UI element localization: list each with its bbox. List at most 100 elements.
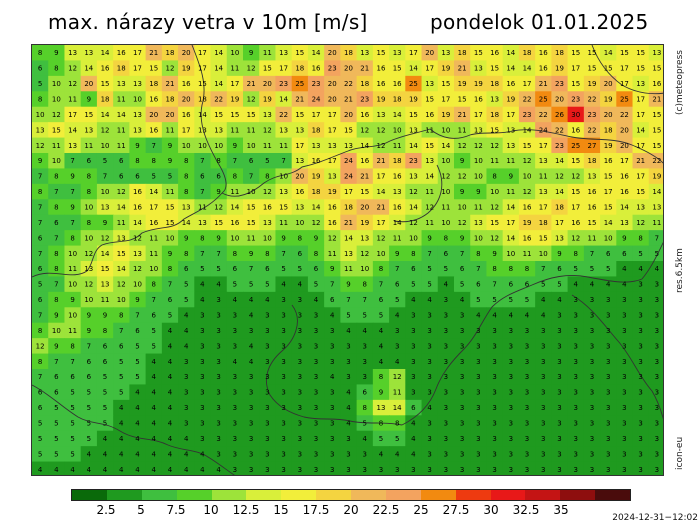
wind-field-cell [567, 338, 585, 355]
gust-value-label: 3 [265, 389, 269, 397]
gust-value-label: 10 [279, 173, 288, 181]
gust-value-label: 3 [216, 373, 220, 381]
wind-field-cell [129, 276, 147, 293]
gust-value-label: 14 [604, 49, 613, 57]
wind-field-cell [307, 168, 325, 185]
gust-value-label: 3 [655, 404, 659, 412]
gust-value-label: 14 [393, 111, 402, 119]
wind-field-cell [551, 91, 569, 108]
gust-value-label: 11 [425, 188, 434, 196]
gust-value-label: 15 [101, 265, 110, 273]
wind-field-cell [648, 276, 663, 293]
gust-value-label: 18 [101, 96, 110, 104]
gust-value-label: 3 [655, 389, 659, 397]
gust-value-label: 16 [506, 80, 515, 88]
gust-value-label: 4 [346, 420, 351, 428]
gust-value-label: 3 [395, 466, 399, 474]
gust-value-label: 3 [460, 342, 464, 350]
gust-value-label: 12 [360, 250, 369, 258]
wind-field-cell [518, 214, 536, 231]
wind-field-cell [113, 322, 130, 339]
gust-value-label: 17 [620, 80, 629, 88]
wind-field-cell [616, 261, 634, 278]
wind-field-cell [518, 384, 536, 401]
wind-field-cell [129, 230, 147, 247]
wind-field-cell [48, 322, 66, 339]
gust-value-label: 20 [344, 111, 353, 119]
wind-field-cell [454, 122, 471, 139]
wind-field-cell [551, 214, 569, 231]
wind-field-cell [437, 384, 455, 401]
wind-field-cell [470, 338, 488, 355]
wind-field-cell [96, 75, 114, 92]
gust-value-label: 4 [200, 450, 205, 458]
gust-value-label: 4 [151, 373, 156, 381]
wind-field-cell [518, 307, 536, 324]
wind-field-cell [421, 276, 439, 293]
gust-value-label: 3 [427, 312, 431, 320]
gust-value-label: 3 [281, 312, 285, 320]
gust-value-label: 4 [135, 389, 140, 397]
wind-field-cell [113, 45, 130, 62]
gust-value-label: 10 [133, 281, 142, 289]
gust-value-label: 5 [135, 342, 139, 350]
wind-field-cell [470, 214, 488, 231]
gust-value-label: 17 [604, 188, 613, 196]
gust-value-label: 3 [525, 373, 529, 381]
gust-value-label: 3 [200, 342, 204, 350]
color-scale-segment [385, 490, 421, 500]
gust-value-label: 3 [427, 358, 431, 366]
wind-field-cell [356, 291, 374, 308]
wind-field-cell [291, 214, 309, 231]
gust-value-label: 8 [298, 234, 302, 242]
gust-value-label: 9 [476, 188, 480, 196]
wind-field-cell [648, 261, 663, 278]
wind-field-cell [632, 338, 650, 355]
gust-value-label: 4 [590, 281, 595, 289]
wind-field-cell [80, 106, 98, 123]
wind-field-cell [535, 261, 552, 278]
wind-field-cell [48, 168, 66, 185]
wind-field-cell [389, 75, 406, 92]
wind-field-cell [80, 338, 98, 355]
wind-field-cell [64, 291, 82, 308]
wind-field-cell [113, 153, 130, 170]
wind-field-cell [80, 261, 98, 278]
gust-value-label: 12 [101, 234, 110, 242]
gust-value-label: 4 [573, 281, 578, 289]
gust-value-label: 15 [652, 65, 661, 73]
gust-value-label: 18 [117, 65, 126, 73]
wind-field-cell [421, 245, 439, 262]
gust-value-label: 19 [312, 173, 321, 181]
wind-field-cell [307, 137, 325, 154]
wind-field-cell [535, 183, 552, 200]
wind-field-cell [96, 307, 114, 324]
wind-field-cell [129, 122, 147, 139]
wind-field-cell [226, 353, 244, 370]
gust-value-label: 3 [216, 358, 220, 366]
gust-value-label: 3 [411, 312, 415, 320]
wind-field-cell [32, 60, 49, 77]
gust-value-label: 5 [151, 173, 155, 181]
wind-field-cell [405, 261, 423, 278]
gust-value-label: 3 [216, 435, 220, 443]
gust-value-label: 25 [295, 80, 304, 88]
wind-field-cell [259, 230, 277, 247]
wind-field-cell [129, 106, 147, 123]
gust-value-label: 13 [652, 49, 661, 57]
wind-field-cell [307, 91, 325, 108]
wind-field-cell [421, 322, 439, 339]
gust-value-label: 3 [216, 327, 220, 335]
wind-field-cell [80, 415, 98, 432]
gust-value-label: 5 [103, 373, 107, 381]
gust-value-label: 3 [427, 450, 431, 458]
gust-value-label: 5 [557, 281, 561, 289]
gust-value-label: 10 [295, 219, 304, 227]
gust-value-label: 6 [103, 342, 108, 350]
gust-value-label: 13 [474, 219, 483, 227]
gust-value-label: 19 [652, 173, 661, 181]
wind-field-cell [307, 122, 325, 139]
gust-value-label: 15 [587, 219, 596, 227]
wind-field-cell [583, 338, 601, 355]
gust-value-label: 9 [249, 49, 253, 57]
